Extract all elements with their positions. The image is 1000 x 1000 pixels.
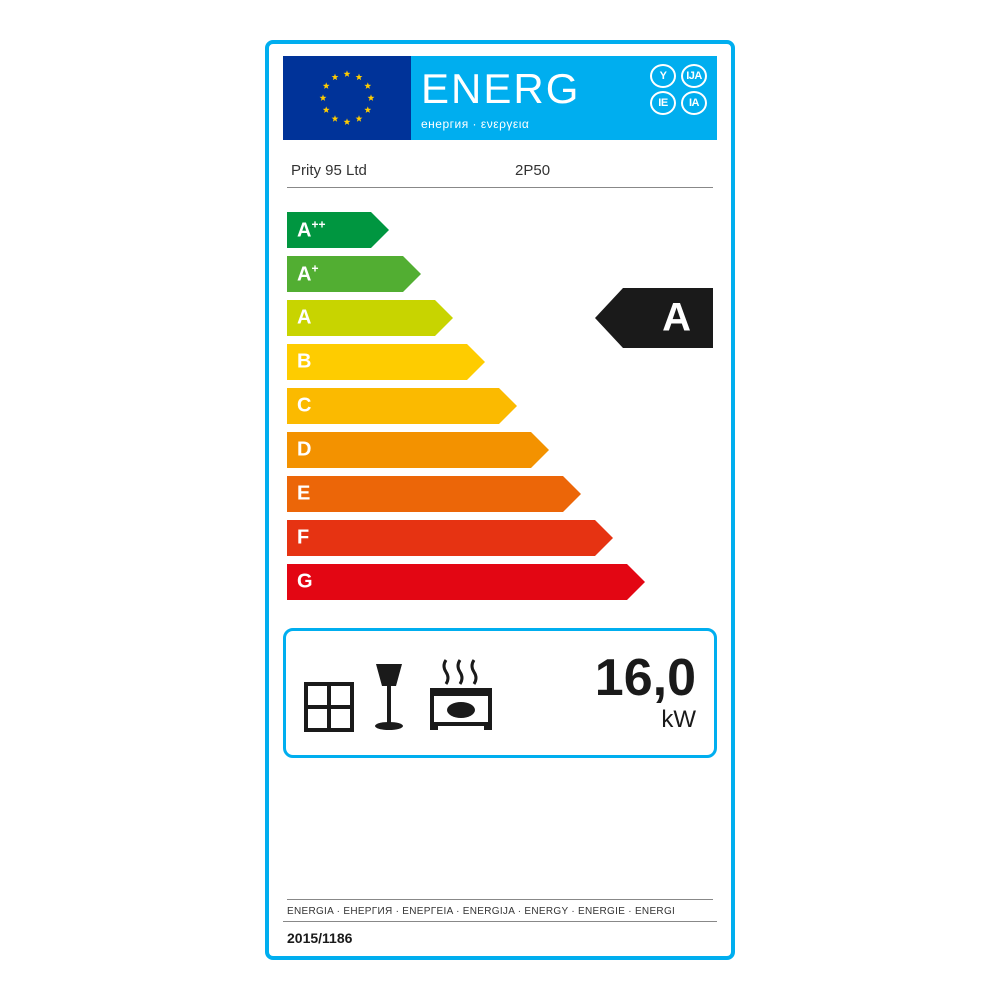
rating-letter: A+ (297, 262, 318, 287)
divider-line (287, 187, 713, 188)
suffix-circle: Y (650, 64, 676, 88)
rating-row: G (287, 564, 645, 600)
stove-icon (424, 654, 502, 732)
power-value-block: 16,0 kW (595, 652, 696, 734)
rating-row: D (287, 432, 549, 468)
efficiency-class-badge: A (595, 288, 713, 348)
rating-bar-arrow (287, 476, 581, 512)
energy-label: ENERG Y IJA IE IA енергия · ενεργεια Pri… (265, 40, 735, 960)
product-row: Prity 95 Ltd 2P50 (283, 140, 717, 187)
energ-word: ENERG (421, 68, 580, 110)
rating-row: F (287, 520, 613, 556)
rating-row: A+ (287, 256, 421, 292)
suffix-circle: IE (650, 91, 676, 115)
rating-letter: F (297, 527, 309, 550)
footer-languages: ENERGIA · ЕНЕРГИЯ · ΕΝΕΡΓΕΙΑ · ENERGIJA … (283, 900, 717, 922)
rating-row: C (287, 388, 517, 424)
heating-pictograms (304, 654, 595, 732)
rating-bar-arrow (287, 344, 485, 380)
model-name: 2P50 (485, 162, 709, 179)
efficiency-class-letter: A (662, 296, 691, 341)
suffix-circle: IA (681, 91, 707, 115)
energ-subline: енергия · ενεργεια (421, 117, 709, 131)
rating-bar-arrow (287, 432, 549, 468)
rating-row: A++ (287, 212, 389, 248)
power-number: 16,0 (595, 652, 696, 704)
rating-letter: G (297, 571, 313, 594)
footer-regulation: 2015/1186 (283, 922, 717, 948)
rating-bar-arrow (287, 388, 517, 424)
suffix-circle: IJA (681, 64, 707, 88)
rating-bar-arrow (287, 564, 645, 600)
rating-row: A (287, 300, 453, 336)
rating-letter: E (297, 483, 310, 506)
rating-letter: A (297, 307, 311, 330)
eu-flag-icon (283, 56, 411, 140)
rating-letter: D (297, 439, 311, 462)
lamp-icon (368, 660, 410, 732)
power-panel: 16,0 kW (283, 628, 717, 758)
rating-bar-arrow (287, 300, 453, 336)
manufacturer-name: Prity 95 Ltd (291, 162, 485, 179)
rating-letter: B (297, 351, 311, 374)
rating-row: B (287, 344, 485, 380)
rating-letter: C (297, 395, 311, 418)
rating-letter: A++ (297, 218, 325, 243)
energ-banner: ENERG Y IJA IE IA енергия · ενεργεια (411, 56, 717, 140)
efficiency-scale: A++A+ABCDEFGA (283, 212, 717, 608)
energ-suffix-circles: Y IJA IE IA (650, 64, 709, 115)
rating-bar-arrow (287, 520, 613, 556)
window-icon (304, 682, 354, 732)
power-unit: kW (595, 706, 696, 734)
rating-row: E (287, 476, 581, 512)
label-header: ENERG Y IJA IE IA енергия · ενεργεια (283, 56, 717, 140)
